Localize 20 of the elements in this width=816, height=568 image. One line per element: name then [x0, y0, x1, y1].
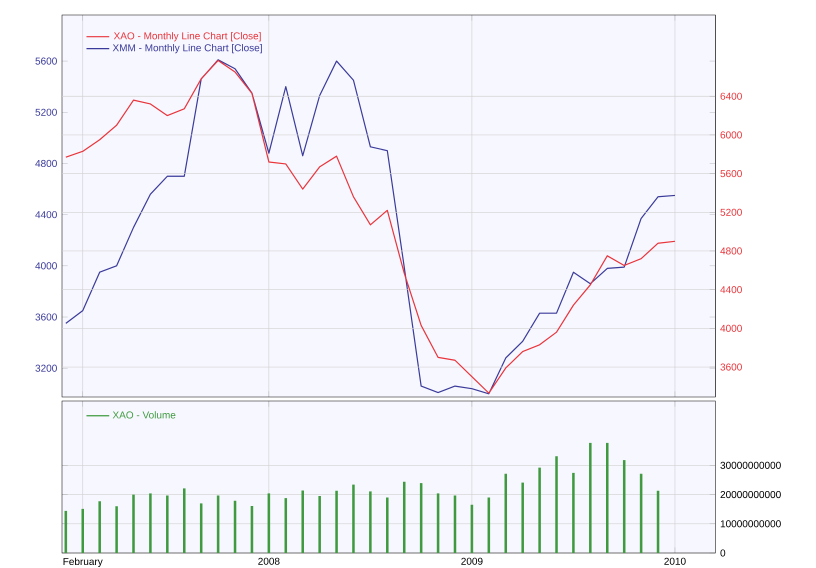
legend-label: XAO - Volume: [112, 411, 176, 419]
y-tick-label: 3200: [35, 364, 57, 372]
y-tick-label: 20000000000: [720, 491, 781, 498]
y-tick-label: 4000: [35, 262, 57, 270]
y2-tick-label: 6400: [720, 92, 742, 100]
x-tick-label: 2009: [461, 558, 483, 565]
y-tick-label: 30000000000: [720, 462, 781, 469]
legend-label: XMM - Monthly Line Chart [Close]: [112, 44, 262, 54]
y-tick-label: 4800: [35, 160, 57, 167]
y-tick-label: 5600: [35, 58, 57, 65]
y-tick-label: 0: [720, 549, 726, 557]
legend-label: XAO - Monthly Line Chart [Close]: [114, 32, 261, 42]
y-tick-label: 5200: [35, 108, 57, 116]
x-tick-label: 2010: [664, 558, 686, 565]
x-tick-label: February: [64, 558, 103, 568]
y-tick-label: 10000000000: [720, 520, 781, 528]
y-tick-label: 3600: [35, 313, 57, 321]
x-tick-label: 2008: [258, 558, 280, 565]
y2-tick-label: 6000: [720, 131, 742, 138]
y-tick-label: 4400: [35, 211, 57, 218]
